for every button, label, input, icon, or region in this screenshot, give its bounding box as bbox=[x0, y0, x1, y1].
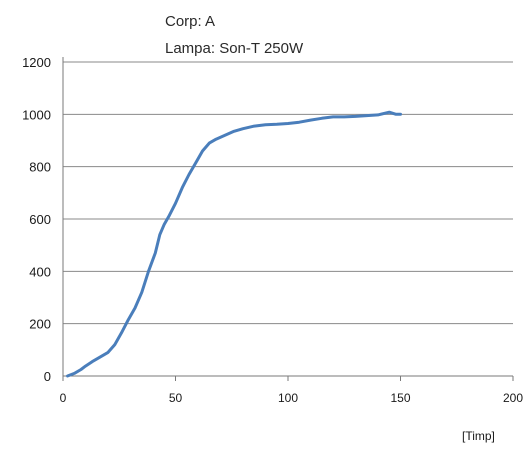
x-axis-label: [Timp] bbox=[462, 429, 495, 443]
y-tick-label: 600 bbox=[29, 212, 51, 227]
y-tick-label: 400 bbox=[29, 264, 51, 279]
annotation-corp: Corp: A bbox=[165, 13, 215, 30]
x-tick-labels: 0 50 100 150 200 bbox=[60, 391, 524, 405]
x-tick-label: 150 bbox=[390, 391, 410, 405]
y-tick-label: 1200 bbox=[22, 55, 51, 70]
x-tick-label: 0 bbox=[60, 391, 67, 405]
gridlines bbox=[63, 61, 513, 325]
y-tick-label: 0 bbox=[44, 369, 51, 384]
series-group bbox=[66, 110, 402, 378]
y-tick-labels: 0 200 400 600 800 1000 1200 bbox=[22, 55, 51, 384]
y-tick-label: 200 bbox=[29, 317, 51, 332]
x-tick-label: 100 bbox=[278, 391, 298, 405]
y-tick-label: 800 bbox=[29, 160, 51, 175]
series-line-0 bbox=[66, 110, 402, 378]
x-tick-label: 50 bbox=[169, 391, 183, 405]
annotation-lampa: Lampa: Son-T 250W bbox=[165, 40, 304, 57]
axes bbox=[62, 57, 514, 381]
y-tick-label: 1000 bbox=[22, 107, 51, 122]
x-tick-label: 200 bbox=[503, 391, 523, 405]
